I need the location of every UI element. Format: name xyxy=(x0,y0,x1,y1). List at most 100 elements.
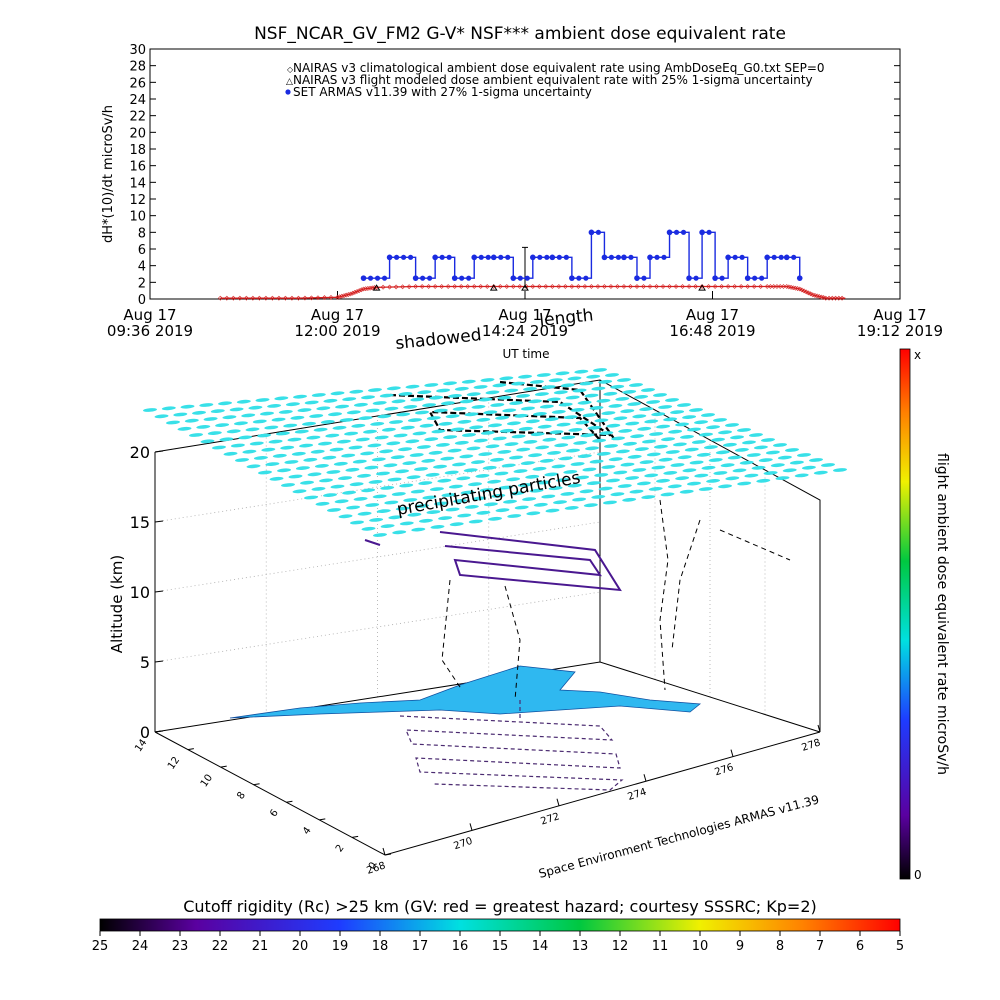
cutoff-rigidity-marker xyxy=(625,421,640,426)
flight-track-mid-altitude xyxy=(364,531,622,592)
cutoff-rigidity-marker xyxy=(303,457,318,462)
cutoff-rigidity-marker xyxy=(434,501,448,506)
series-nairas-clim-point xyxy=(350,290,356,296)
3d-longitude-tick-label: 272 xyxy=(539,811,561,827)
cutoff-rigidity-marker xyxy=(516,447,531,452)
series-nairas-clim-point xyxy=(361,286,366,292)
3d-altitude-ticks: 0 5 10 15 20 xyxy=(130,443,164,742)
cutoff-rigidity-marker xyxy=(291,451,306,456)
series-nairas-clim-point xyxy=(777,284,783,289)
series-nairas-clim-point xyxy=(263,295,269,301)
series-nairas-clim-point xyxy=(530,284,536,289)
cutoff-rigidity-marker xyxy=(625,476,640,480)
cutoff-rigidity-marker xyxy=(376,471,390,476)
top-y-tick-label: 30 xyxy=(129,43,146,58)
cutoff-rigidity-marker xyxy=(288,474,303,479)
series-armas-point xyxy=(588,229,595,236)
cutoff-rigidity-marker xyxy=(449,522,464,527)
cutoff-rigidity-marker xyxy=(682,415,697,419)
cutoff-rigidity-marker xyxy=(383,463,398,468)
cutoff-rigidity-marker xyxy=(392,530,407,535)
series-nairas-clim-point xyxy=(491,284,497,289)
cutoff-rigidity-marker xyxy=(405,439,420,444)
cutoff-rigidity-marker xyxy=(548,486,563,491)
series-nairas-flight-errorbar xyxy=(522,246,528,289)
series-nairas-clim-point xyxy=(833,295,838,301)
cutoff-rigidity-marker xyxy=(575,420,590,425)
series-nairas-clim-line xyxy=(220,285,846,299)
3d-altitude-label: Altitude (km) xyxy=(108,555,126,653)
cutoff-rigidity-marker xyxy=(476,510,491,515)
cutoff-rigidity-marker xyxy=(336,439,351,444)
series-nairas-clim-point xyxy=(352,289,358,295)
cutoff-rigidity-marker xyxy=(258,470,272,475)
series-nairas-clim-point xyxy=(458,284,464,289)
cutoff-rigidity-marker xyxy=(161,406,176,411)
cutoff-colorbar-tick-label: 17 xyxy=(412,939,429,954)
3d-altitude-tick-label: 15 xyxy=(130,513,150,532)
cutoff-rigidity-marker xyxy=(558,402,573,407)
3d-altitude-tick-label: 10 xyxy=(130,583,150,602)
3d-latitude-tick-label: 0 xyxy=(367,860,380,872)
cutoff-rigidity-marker xyxy=(537,424,552,429)
series-nairas-clim-point xyxy=(224,295,230,301)
cutoff-rigidity-marker xyxy=(334,499,349,504)
cutoff-rigidity-marker xyxy=(410,489,425,494)
cutoff-rigidity-marker xyxy=(309,414,324,418)
cutoff-rigidity-marker xyxy=(379,449,394,454)
cutoff-rigidity-marker xyxy=(579,489,594,494)
cutoff-rigidity-marker xyxy=(492,383,507,388)
cutoff-rigidity-marker xyxy=(509,455,523,460)
cutoff-colorbar-tick-label: 22 xyxy=(212,939,229,954)
cutoff-rigidity-marker xyxy=(293,394,307,399)
3d-longitude-tick xyxy=(469,823,473,831)
series-nairas-clim-point xyxy=(510,284,516,289)
series-nairas-clim-point xyxy=(445,284,451,289)
cutoff-rigidity-marker xyxy=(577,400,592,405)
cutoff-rigidity-marker xyxy=(306,435,321,440)
cutoff-rigidity-marker xyxy=(245,427,260,432)
cutoff-rigidity-marker xyxy=(264,425,279,430)
series-nairas-clim-point xyxy=(387,284,393,290)
cutoff-rigidity-marker xyxy=(398,447,412,452)
cutoff-rigidity-marker xyxy=(488,423,502,428)
cutoff-rigidity-marker xyxy=(732,468,747,473)
series-nairas-clim-point xyxy=(432,284,438,289)
cutoff-rigidity-marker xyxy=(399,521,414,526)
cutoff-rigidity-marker xyxy=(499,428,514,433)
cutoff-rigidity-marker xyxy=(513,469,528,473)
series-armas-point xyxy=(686,275,692,281)
cutoff-rigidity-marker xyxy=(536,480,551,485)
cutoff-rigidity-marker xyxy=(601,411,616,415)
cutoff-rigidity-marker xyxy=(419,423,434,428)
cutoff-rigidity-marker xyxy=(485,444,500,449)
series-armas-point xyxy=(367,275,374,281)
cutoff-rigidity-marker xyxy=(466,446,481,451)
series-armas-point xyxy=(654,254,660,260)
length-label: length xyxy=(538,305,594,331)
top-x-axis-label: UT time xyxy=(502,347,549,361)
cutoff-rigidity-marker xyxy=(495,508,510,513)
cutoff-rigidity-marker xyxy=(706,425,720,430)
cutoff-rigidity-marker xyxy=(648,487,663,491)
cutoff-rigidity-marker xyxy=(506,477,521,482)
series-armas-point xyxy=(393,254,400,260)
cutoff-rigidity-marker xyxy=(307,472,322,477)
cutoff-rigidity-marker xyxy=(605,373,619,377)
cutoff-rigidity-marker xyxy=(143,408,157,412)
cutoff-rigidity-marker xyxy=(483,410,498,415)
cutoff-rigidity-marker xyxy=(241,413,256,418)
cutoff-rigidity-marker xyxy=(395,469,409,474)
cutoff-rigidity-marker xyxy=(821,463,835,467)
series-armas-point xyxy=(725,254,731,261)
series-nairas-clim-point xyxy=(452,284,458,289)
cutoff-rigidity-marker xyxy=(410,397,425,402)
cutoff-rigidity-marker xyxy=(523,440,538,444)
series-nairas-clim-point xyxy=(243,295,249,301)
shadowed-label: shadowed xyxy=(394,325,482,354)
cutoff-rigidity-marker xyxy=(372,494,387,499)
series-nairas-clim-point xyxy=(745,284,751,289)
cutoff-rigidity-marker xyxy=(445,507,460,512)
series-armas-point xyxy=(621,254,627,261)
series-nairas-flight-point xyxy=(698,284,706,291)
